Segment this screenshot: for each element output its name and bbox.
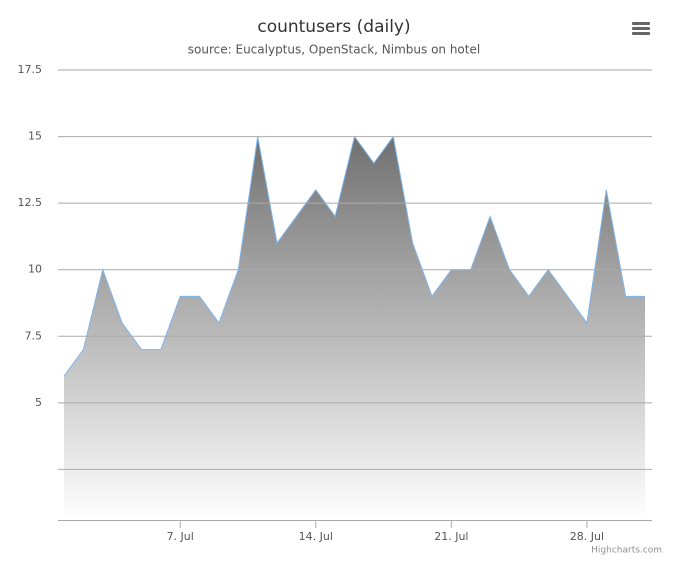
y-tick-label: 7.5 bbox=[25, 329, 43, 342]
x-tick-label: 21. Jul bbox=[434, 530, 468, 543]
y-tick-label: 15 bbox=[28, 130, 42, 143]
chart-subtitle: source: Eucalyptus, OpenStack, Nimbus on… bbox=[188, 43, 480, 57]
x-tick-label: 28. Jul bbox=[570, 530, 604, 543]
x-tick-label: 7. Jul bbox=[167, 530, 194, 543]
menu-button[interactable] bbox=[632, 22, 650, 35]
x-tick-label: 14. Jul bbox=[299, 530, 333, 543]
credits[interactable]: Highcharts.com bbox=[591, 546, 662, 556]
y-tick-label: 10 bbox=[28, 263, 42, 276]
area-fill bbox=[64, 136, 646, 520]
y-tick-label: 5 bbox=[35, 396, 42, 409]
chart-title: countusers (daily) bbox=[257, 17, 410, 37]
y-tick-label: 17.5 bbox=[18, 63, 43, 76]
y-tick-label: 12.5 bbox=[18, 196, 43, 209]
